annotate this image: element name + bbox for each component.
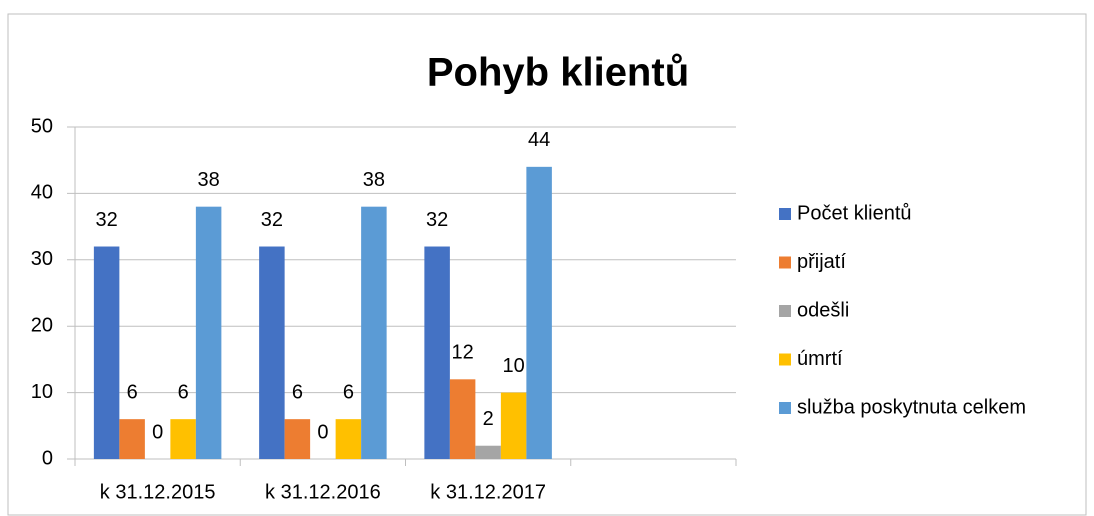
bar bbox=[259, 246, 285, 459]
legend-swatch bbox=[779, 256, 791, 269]
legend-swatch bbox=[779, 402, 791, 414]
bar bbox=[195, 206, 222, 459]
bar bbox=[335, 419, 362, 459]
legend-swatch bbox=[779, 353, 791, 366]
chart-title: Pohyb klientů bbox=[427, 51, 689, 95]
legend-label: odešli bbox=[797, 299, 849, 321]
data-label: 38 bbox=[198, 169, 220, 191]
y-tick-label: 40 bbox=[31, 182, 53, 204]
bar bbox=[284, 419, 311, 459]
legend-label: služba poskytnuta celkem bbox=[797, 396, 1026, 418]
y-tick-label: 0 bbox=[42, 447, 53, 469]
y-tick-label: 20 bbox=[31, 314, 53, 336]
x-tick-label: k 31.12.2015 bbox=[100, 481, 216, 503]
bar bbox=[119, 419, 145, 459]
bar bbox=[361, 206, 387, 459]
data-label: 6 bbox=[343, 381, 354, 403]
legend-label: úmrtí bbox=[797, 348, 843, 370]
data-label: 32 bbox=[261, 209, 283, 231]
bar bbox=[475, 445, 501, 459]
data-label: 44 bbox=[528, 129, 550, 151]
data-label: 32 bbox=[426, 209, 448, 231]
data-label: 32 bbox=[96, 209, 118, 231]
chart-frame bbox=[7, 13, 1087, 516]
x-tick-label: k 31.12.2017 bbox=[430, 481, 546, 503]
data-label: 12 bbox=[452, 342, 474, 364]
bar bbox=[500, 392, 527, 459]
x-tick-label: k 31.12.2016 bbox=[265, 481, 381, 503]
bar bbox=[526, 166, 552, 459]
legend-label: přijatí bbox=[797, 251, 846, 273]
y-tick-label: 10 bbox=[31, 381, 53, 403]
bar bbox=[449, 379, 476, 459]
bar bbox=[424, 246, 450, 459]
data-label: 0 bbox=[317, 421, 328, 443]
data-label: 0 bbox=[152, 421, 163, 443]
data-label: 10 bbox=[503, 355, 525, 377]
data-label: 38 bbox=[363, 169, 385, 191]
bar bbox=[93, 246, 120, 459]
y-tick-label: 30 bbox=[31, 248, 53, 270]
data-label: 6 bbox=[292, 381, 303, 403]
legend-swatch bbox=[779, 208, 791, 220]
data-label: 6 bbox=[127, 381, 138, 403]
bar bbox=[170, 419, 196, 459]
legend-swatch bbox=[779, 305, 791, 317]
y-tick-label: 50 bbox=[31, 115, 53, 137]
legend-label: Počet klientů bbox=[797, 202, 912, 224]
data-label: 6 bbox=[178, 381, 189, 403]
data-label: 2 bbox=[483, 408, 494, 430]
